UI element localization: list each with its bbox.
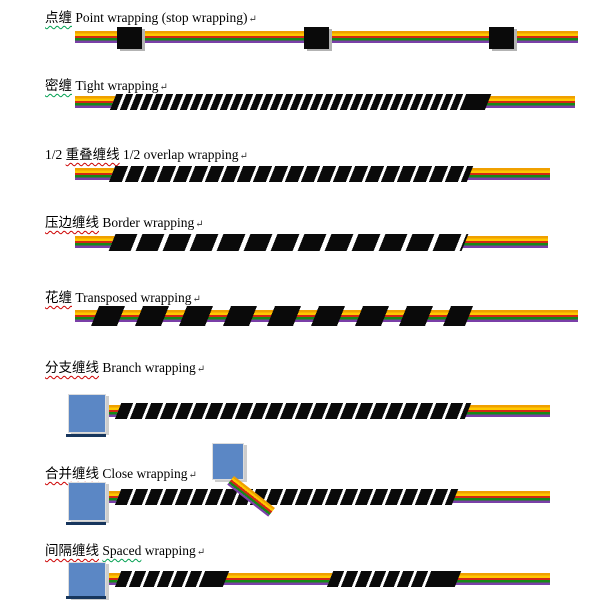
overlap-wrap-hatch [108,166,474,182]
close-wrap-hatch [114,489,459,505]
tight-wrap-hatch [109,94,492,110]
square-underline [66,522,106,525]
stop-wrap-square [117,27,142,49]
label-zh: 分支缠线 [45,360,99,375]
stop-wrap-square [489,27,514,49]
spaced-wrap-hatch [114,571,212,587]
label-en: Transposed wrapping [75,290,192,305]
stop-wrap-square [304,27,329,49]
border-wrap-hatch [108,234,469,251]
label-zh: 间隔缠线 [45,543,99,558]
section-label-spaced-wrapping: 间隔缠线 Spaced wrapping↵ [45,543,205,560]
paragraph-return-mark: ↵ [188,470,197,481]
branch-wrap-hatch [114,403,472,419]
section-label-border-wrapping: 压边缠线 Border wrapping↵ [45,215,204,232]
blue-connector-square-branch [212,443,244,480]
section-label-close-wrapping: 合并缠线 Close wrapping↵ [45,466,197,483]
paragraph-return-mark: ↵ [159,82,168,93]
label-zh: 压边缠线 [45,215,99,230]
label-en: 1/2 overlap wrapping [123,147,239,162]
label-en-highlight: Spaced [102,543,142,558]
blue-connector-square [68,394,106,433]
label-zh: 密缠 [45,78,72,93]
section-label-point-wrapping: 点缠 Point wrapping (stop wrapping)↵ [45,10,257,27]
blue-connector-square [68,562,106,599]
label-en: Tight wrapping [75,78,159,93]
label-zh: 重叠缠线 [65,147,120,162]
label-en: Point wrapping (stop wrapping) [75,10,248,25]
label-zh: 合并缠线 [45,466,99,481]
blue-connector-square [68,482,106,521]
paragraph-return-mark: ↵ [195,219,204,230]
section-label-branch-wrapping: 分支缠线 Branch wrapping↵ [45,360,205,377]
label-en: Border wrapping [102,215,195,230]
section-label-overlap-wrapping: 1/2 重叠缠线 1/2 overlap wrapping↵ [45,147,248,164]
label-prefix: 1/2 [45,147,66,162]
paragraph-return-mark: ↵ [248,14,257,25]
section-label-tight-wrapping: 密缠 Tight wrapping↵ [45,78,168,95]
paragraph-return-mark: ↵ [196,364,206,375]
paragraph-return-mark: ↵ [239,151,248,162]
paragraph-return-mark: ↵ [196,547,206,558]
section-label-transposed-wrapping: 花缠 Transposed wrapping↵ [45,290,201,307]
paragraph-return-mark: ↵ [192,294,201,305]
spaced-wrap-hatch [326,571,440,587]
label-zh: 花缠 [45,290,72,305]
square-underline [66,596,106,599]
transposed-wrap-blocks [90,306,474,326]
label-en: Branch wrapping [102,360,196,375]
label-en: wrapping [141,543,196,558]
label-zh: 点缠 [45,10,72,25]
label-en: Close wrapping [102,466,188,481]
square-underline [66,434,106,437]
